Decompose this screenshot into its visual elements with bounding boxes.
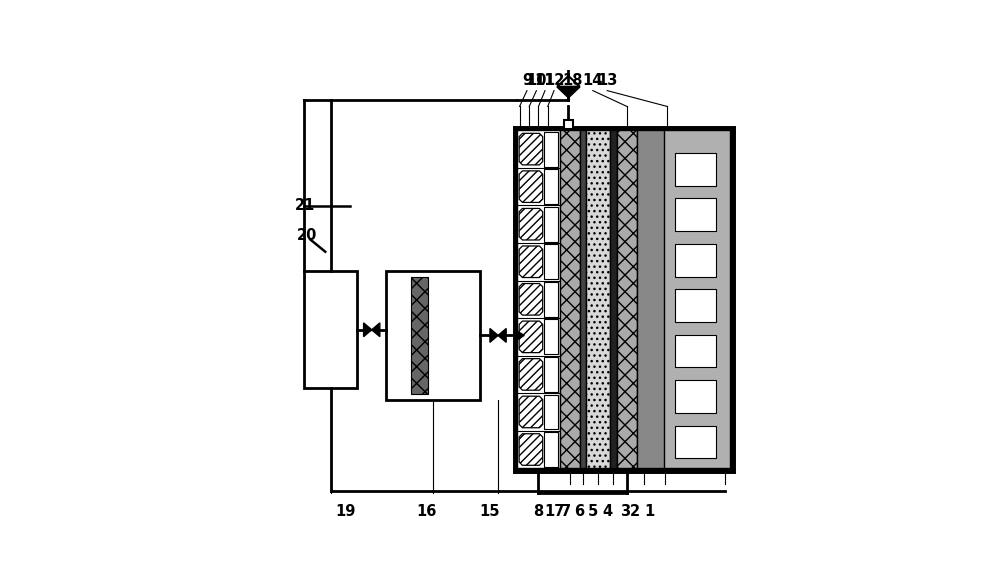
Text: 18: 18: [563, 73, 583, 88]
Text: 3: 3: [620, 504, 630, 519]
Text: 16: 16: [417, 504, 437, 519]
Bar: [544, 394, 558, 430]
Bar: [560, 130, 580, 468]
Bar: [675, 335, 716, 367]
Bar: [675, 380, 716, 413]
Bar: [386, 271, 480, 400]
Polygon shape: [519, 246, 543, 278]
Polygon shape: [519, 359, 543, 390]
Polygon shape: [498, 329, 506, 342]
Bar: [544, 319, 558, 355]
Bar: [675, 244, 716, 277]
Bar: [586, 130, 610, 468]
Bar: [544, 357, 558, 392]
Polygon shape: [519, 134, 543, 165]
Bar: [544, 244, 558, 279]
Polygon shape: [519, 396, 543, 428]
Text: 2: 2: [630, 504, 640, 519]
Polygon shape: [516, 331, 524, 340]
Bar: [516, 129, 732, 469]
Bar: [675, 289, 716, 322]
Polygon shape: [372, 323, 380, 337]
Bar: [544, 282, 558, 317]
Bar: [580, 130, 586, 468]
Bar: [610, 130, 617, 468]
Text: 14: 14: [583, 73, 603, 88]
Text: 8: 8: [534, 504, 544, 519]
Polygon shape: [519, 284, 543, 315]
Polygon shape: [519, 434, 543, 465]
Bar: [617, 130, 637, 468]
Text: 13: 13: [597, 73, 617, 88]
Text: 15: 15: [480, 504, 500, 519]
Text: 7: 7: [561, 504, 571, 519]
Bar: [304, 271, 357, 389]
Bar: [637, 130, 688, 468]
Text: 17: 17: [544, 504, 564, 519]
Text: 19: 19: [335, 504, 356, 519]
Bar: [675, 199, 716, 231]
Bar: [544, 207, 558, 241]
Polygon shape: [519, 171, 543, 202]
Polygon shape: [490, 329, 498, 342]
Bar: [411, 277, 428, 394]
Bar: [564, 120, 573, 129]
Polygon shape: [519, 321, 543, 353]
Bar: [544, 132, 558, 166]
Polygon shape: [557, 87, 580, 97]
Text: 20: 20: [297, 227, 317, 243]
Text: 4: 4: [602, 504, 612, 519]
Text: 10: 10: [526, 73, 547, 88]
Polygon shape: [557, 76, 580, 87]
Bar: [675, 425, 716, 458]
Text: 9: 9: [522, 73, 532, 88]
Bar: [675, 153, 716, 186]
Bar: [664, 130, 730, 468]
Bar: [544, 169, 558, 204]
Text: 6: 6: [574, 504, 584, 519]
Polygon shape: [364, 323, 372, 337]
Polygon shape: [519, 209, 543, 240]
Bar: [517, 130, 560, 468]
Text: 21: 21: [295, 198, 315, 213]
Text: 12: 12: [544, 73, 564, 88]
Bar: [544, 432, 558, 467]
Text: 5: 5: [588, 504, 598, 519]
Text: 1: 1: [644, 504, 654, 519]
Text: 11: 11: [535, 73, 555, 88]
